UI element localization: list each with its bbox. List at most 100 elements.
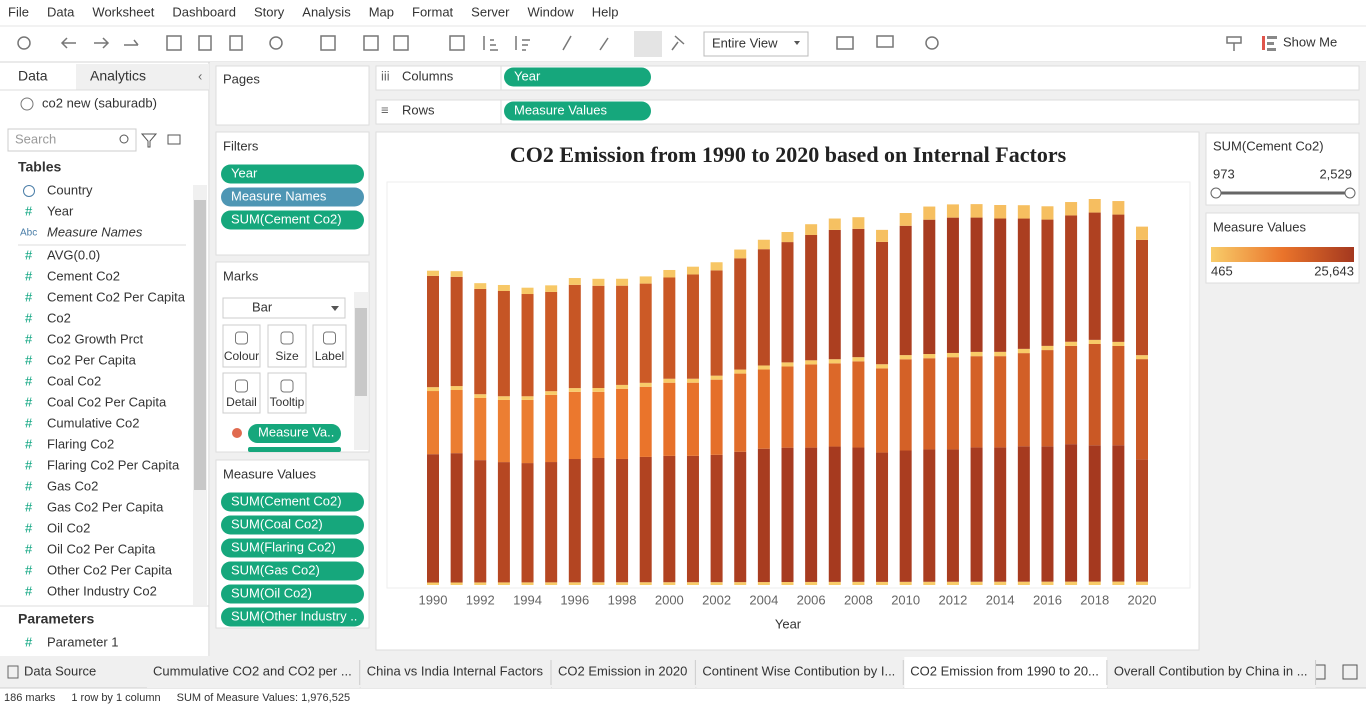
show-cards[interactable] [836, 36, 854, 50]
bar-segment[interactable] [497, 396, 510, 400]
bar-segment[interactable] [1041, 581, 1054, 585]
bar-segment[interactable] [1065, 202, 1078, 216]
field-name[interactable]: AVG(0.0) [47, 247, 100, 262]
bar-segment[interactable] [1136, 239, 1148, 356]
bar-segment[interactable] [828, 446, 841, 582]
bar-segment[interactable] [852, 581, 865, 585]
bar-segment[interactable] [474, 582, 487, 585]
bar-segment[interactable] [663, 269, 676, 278]
menu-item[interactable]: Server [471, 4, 510, 19]
sheet-tab[interactable] [1107, 657, 1316, 688]
bar-segment[interactable] [757, 448, 770, 583]
redo[interactable] [94, 37, 110, 49]
bar-segment[interactable] [923, 206, 936, 220]
field-name[interactable]: Gas Co2 Per Capita [47, 499, 164, 514]
bar-segment[interactable] [828, 359, 841, 364]
bar-segment[interactable] [545, 394, 558, 463]
bar-segment[interactable] [1041, 219, 1054, 346]
bar-segment[interactable] [592, 391, 605, 458]
bar-segment[interactable] [450, 386, 463, 391]
bar-segment[interactable] [781, 362, 794, 367]
menu-item[interactable]: Analysis [302, 4, 351, 19]
bar-segment[interactable] [899, 213, 912, 226]
bar-segment[interactable] [1136, 226, 1148, 240]
bar-segment[interactable] [1088, 199, 1101, 213]
highlight[interactable] [562, 35, 572, 51]
field-name[interactable]: Co2 Per Capita [47, 352, 137, 367]
bar-segment[interactable] [474, 288, 487, 395]
bar-segment[interactable] [521, 287, 534, 295]
bar-segment[interactable] [450, 276, 463, 387]
filter-pill[interactable] [221, 210, 364, 230]
sheet-tab[interactable] [696, 657, 904, 688]
bar-segment[interactable] [497, 462, 510, 583]
bar-segment[interactable] [1136, 581, 1148, 585]
bar-segment[interactable] [876, 364, 889, 369]
rows-pill[interactable] [504, 101, 651, 121]
bar-segment[interactable] [852, 357, 865, 362]
bar-segment[interactable] [592, 388, 605, 392]
bar-segment[interactable] [616, 458, 629, 583]
field-name[interactable]: Co2 Growth Prct [47, 331, 143, 346]
field-name[interactable]: Cement Co2 [47, 268, 120, 283]
bar-segment[interactable] [734, 373, 747, 452]
bar-segment[interactable] [710, 454, 723, 583]
field-name[interactable]: Flaring Co2 [47, 436, 114, 451]
bar-segment[interactable] [427, 275, 439, 388]
bar-segment[interactable] [828, 581, 841, 585]
menu-item[interactable]: Window [527, 4, 574, 19]
bar-segment[interactable] [970, 581, 983, 585]
bar-segment[interactable] [639, 386, 652, 457]
field-name[interactable]: Year [47, 203, 74, 218]
menu-item[interactable]: Format [412, 4, 454, 19]
bar-segment[interactable] [592, 582, 605, 585]
pane-tab[interactable]: Analytics [90, 68, 146, 84]
bar-segment[interactable] [474, 394, 487, 398]
bar-segment[interactable] [1088, 339, 1101, 345]
bar-segment[interactable] [545, 285, 558, 292]
bar-segment[interactable] [474, 460, 487, 583]
swap[interactable] [449, 35, 465, 51]
field-name[interactable]: Other Industry Co2 [47, 583, 157, 598]
bar-segment[interactable] [852, 447, 865, 582]
bar-segment[interactable] [876, 581, 889, 585]
field-name[interactable]: Measure Names [47, 224, 143, 239]
bar-segment[interactable] [568, 459, 581, 583]
bar-segment[interactable] [427, 391, 439, 455]
bar-segment[interactable] [970, 351, 983, 357]
bar-segment[interactable] [1065, 581, 1078, 585]
columns-pill[interactable] [504, 67, 651, 87]
filter-icon[interactable] [140, 133, 158, 148]
bar-segment[interactable] [616, 388, 629, 459]
bar-segment[interactable] [994, 205, 1007, 219]
field-name[interactable]: Other Co2 Per Capita [47, 562, 173, 577]
bar-segment[interactable] [521, 396, 534, 400]
bar-segment[interactable] [545, 391, 558, 395]
search-placeholder[interactable]: Search [15, 131, 56, 146]
bar-segment[interactable] [946, 357, 959, 450]
bar-segment[interactable] [568, 391, 581, 460]
bar-segment[interactable] [1065, 341, 1078, 346]
bar-segment[interactable] [1136, 355, 1148, 360]
mark-type-dropdown[interactable] [222, 297, 346, 319]
duplicate[interactable] [363, 35, 379, 51]
replay[interactable] [124, 39, 139, 46]
search-box[interactable] [7, 128, 137, 152]
bar-segment[interactable] [686, 378, 699, 383]
bar-segment[interactable] [852, 361, 865, 448]
bar-segment[interactable] [734, 369, 747, 374]
bar-segment[interactable] [497, 399, 510, 463]
bar-segment[interactable] [852, 228, 865, 358]
bar-segment[interactable] [1065, 215, 1078, 342]
field-name[interactable]: Flaring Co2 Per Capita [47, 457, 180, 472]
bar-segment[interactable] [686, 455, 699, 583]
bar-segment[interactable] [1112, 341, 1125, 346]
measure-value-pill[interactable] [221, 584, 364, 604]
bar-segment[interactable] [946, 581, 959, 585]
bar-segment[interactable] [970, 356, 983, 448]
sheet-tab[interactable] [904, 657, 1107, 688]
bar-segment[interactable] [450, 453, 463, 583]
measure-value-pill[interactable] [221, 492, 364, 512]
field-name[interactable]: Coal Co2 [47, 373, 101, 388]
bar-segment[interactable] [427, 454, 439, 583]
